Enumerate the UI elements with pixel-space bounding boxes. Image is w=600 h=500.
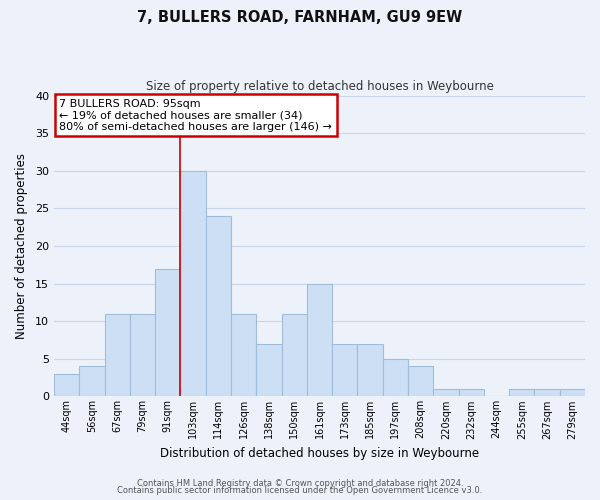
Text: 7 BULLERS ROAD: 95sqm
← 19% of detached houses are smaller (34)
80% of semi-deta: 7 BULLERS ROAD: 95sqm ← 19% of detached …	[59, 98, 332, 132]
Text: Contains public sector information licensed under the Open Government Licence v3: Contains public sector information licen…	[118, 486, 482, 495]
Text: Contains HM Land Registry data © Crown copyright and database right 2024.: Contains HM Land Registry data © Crown c…	[137, 478, 463, 488]
X-axis label: Distribution of detached houses by size in Weybourne: Distribution of detached houses by size …	[160, 447, 479, 460]
Bar	[307, 284, 332, 397]
Bar	[408, 366, 433, 396]
Bar	[535, 389, 560, 396]
Bar	[458, 389, 484, 396]
Bar	[79, 366, 104, 396]
Bar	[358, 344, 383, 396]
Y-axis label: Number of detached properties: Number of detached properties	[15, 153, 28, 339]
Text: 7, BULLERS ROAD, FARNHAM, GU9 9EW: 7, BULLERS ROAD, FARNHAM, GU9 9EW	[137, 10, 463, 25]
Bar	[560, 389, 585, 396]
Title: Size of property relative to detached houses in Weybourne: Size of property relative to detached ho…	[146, 80, 493, 93]
Bar	[206, 216, 231, 396]
Bar	[181, 171, 206, 396]
Bar	[104, 314, 130, 396]
Bar	[383, 359, 408, 397]
Bar	[433, 389, 458, 396]
Bar	[256, 344, 281, 396]
Bar	[130, 314, 155, 396]
Bar	[155, 268, 181, 396]
Bar	[332, 344, 358, 396]
Bar	[281, 314, 307, 396]
Bar	[231, 314, 256, 396]
Bar	[509, 389, 535, 396]
Bar	[54, 374, 79, 396]
